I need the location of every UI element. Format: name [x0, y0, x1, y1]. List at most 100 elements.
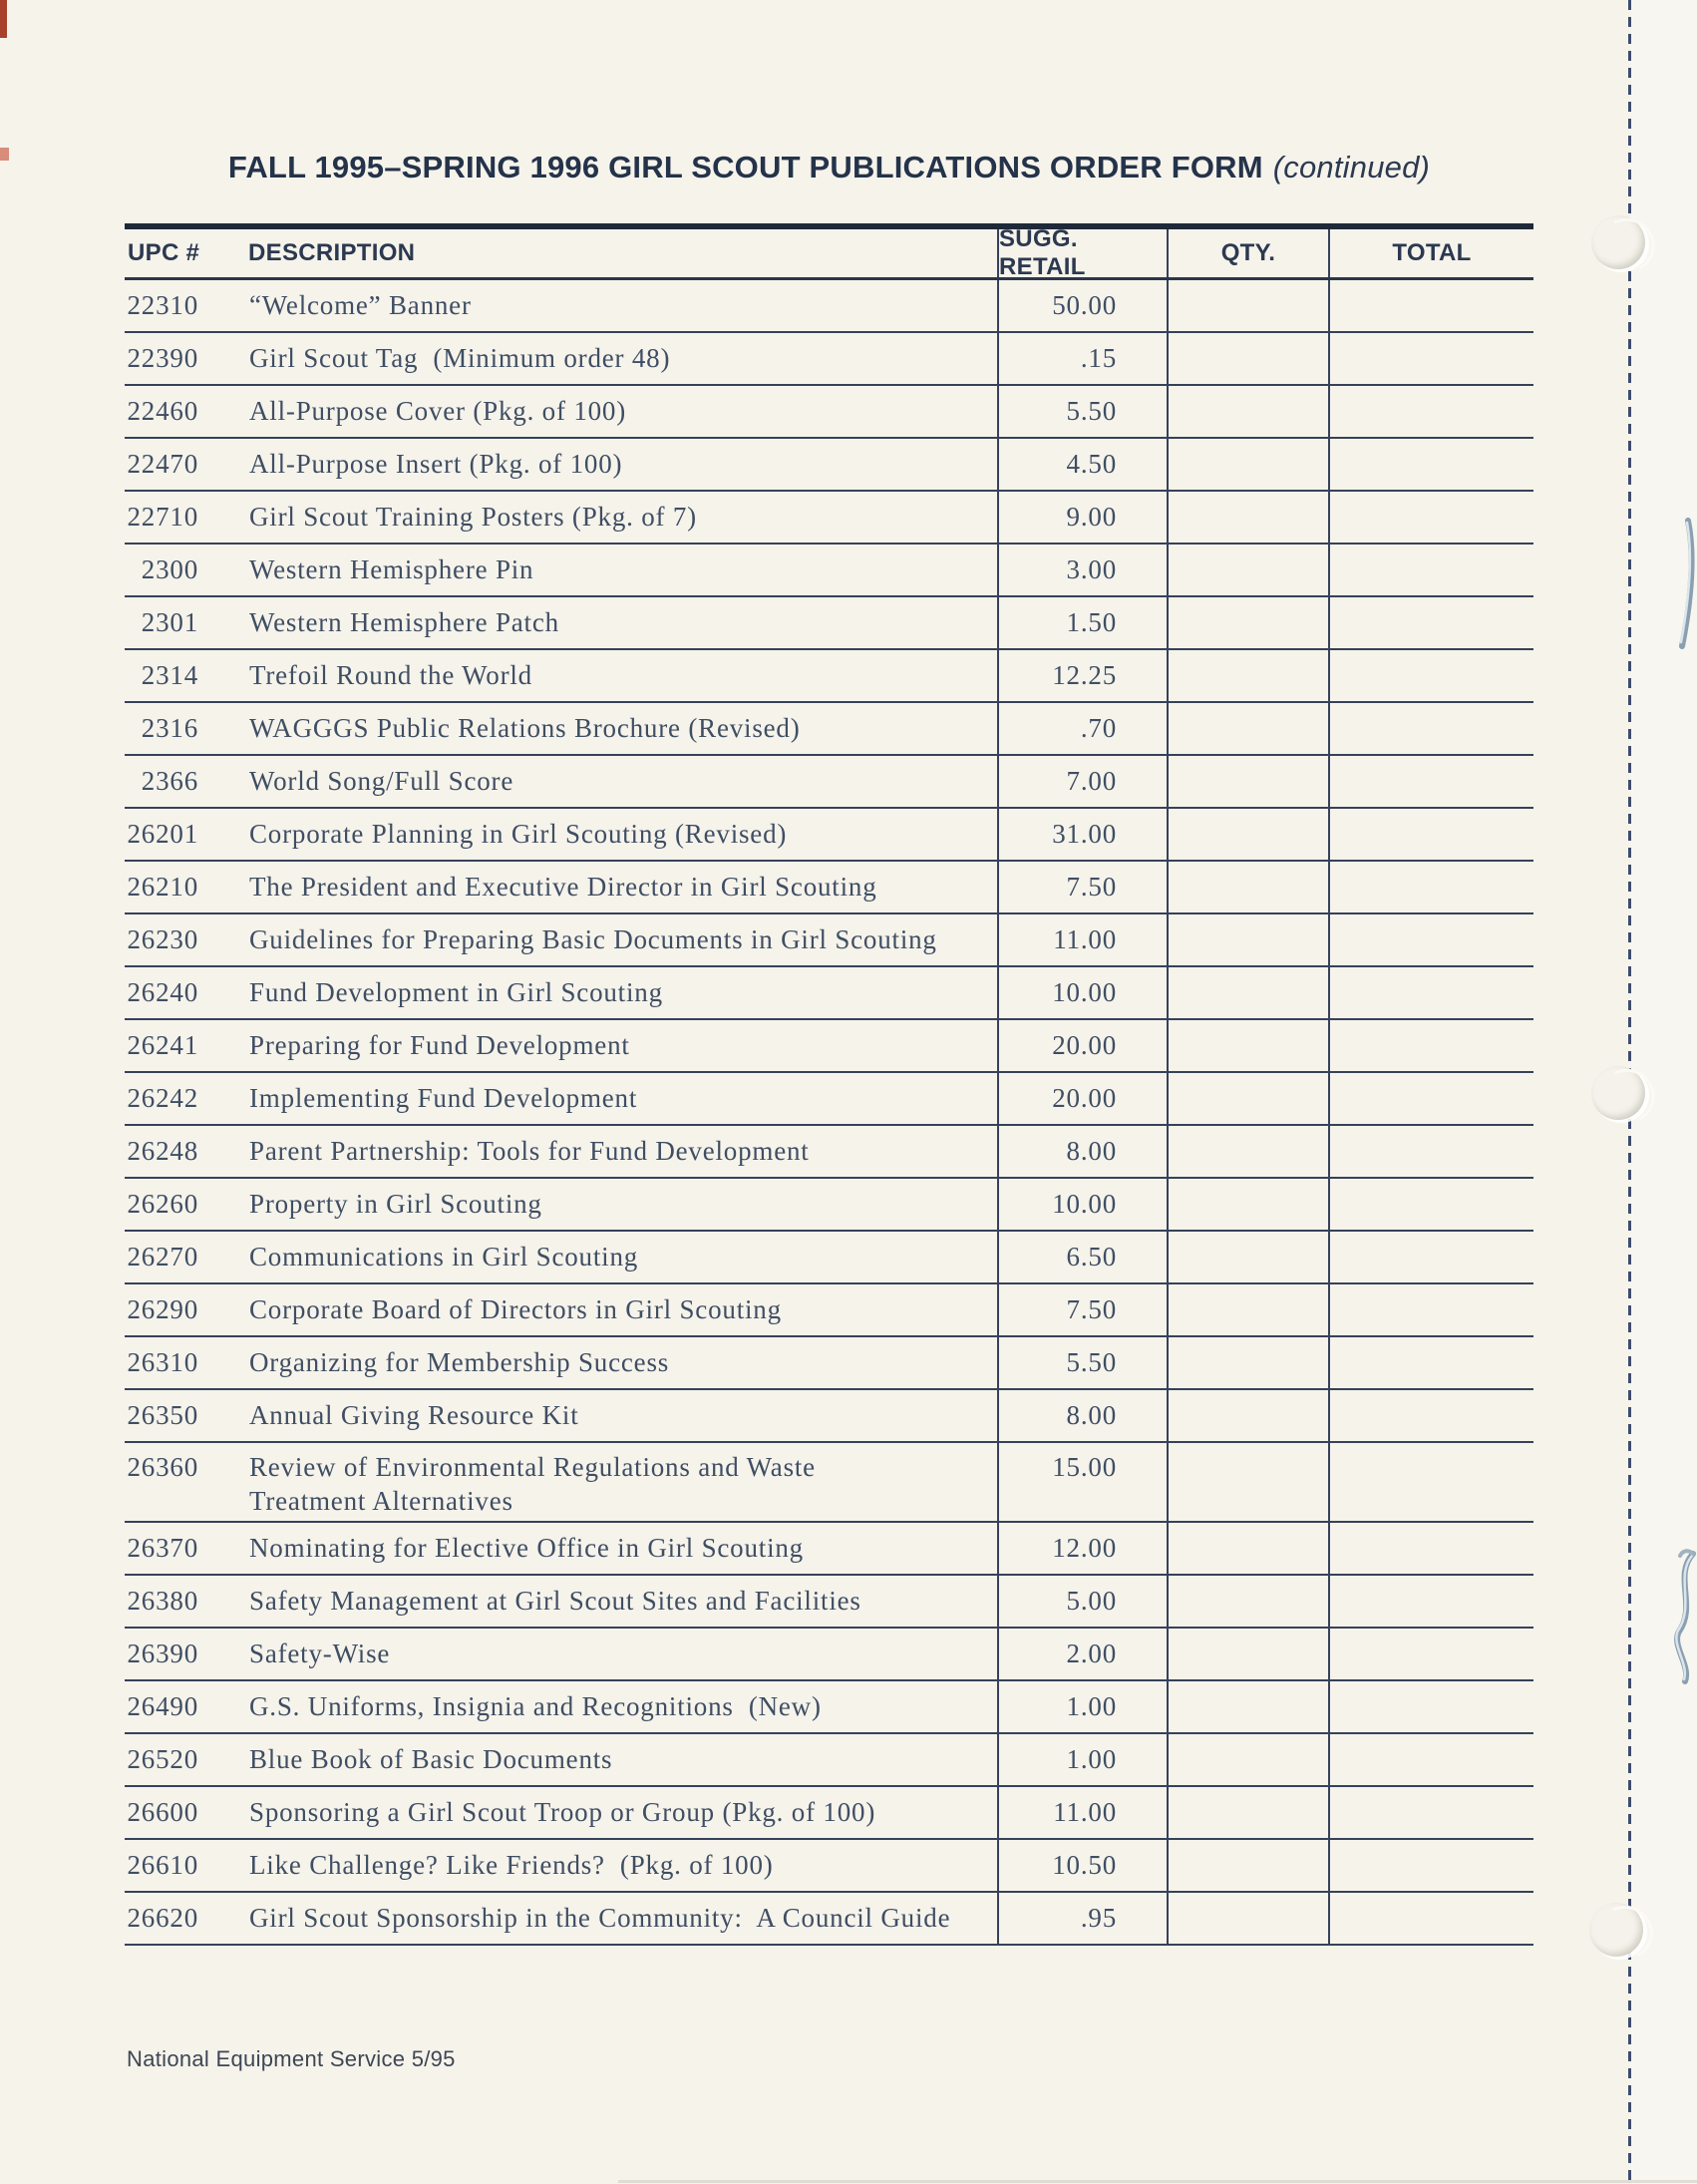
- description-cell: Western Hemisphere Pin: [249, 554, 534, 584]
- retail-cell: 7.00: [997, 756, 1167, 807]
- table-row: 26380 Safety Management at Girl Scout Si…: [125, 1576, 1533, 1629]
- qty-cell: [1167, 1073, 1328, 1124]
- qty-cell: [1167, 1179, 1328, 1230]
- retail-cell: 20.00: [997, 1020, 1167, 1071]
- upc-cell: 26230: [127, 924, 198, 954]
- description-cell: Property in Girl Scouting: [249, 1189, 542, 1219]
- description-cell: World Song/Full Score: [249, 766, 514, 796]
- table-body: 22310 “Welcome” Banner 50.00 22390 Girl …: [125, 280, 1533, 1946]
- qty-cell: [1167, 545, 1328, 595]
- table-row: 22470 All-Purpose Insert (Pkg. of 100) 4…: [125, 439, 1533, 492]
- upc-cell: 2314: [141, 660, 198, 690]
- description-cell: Annual Giving Resource Kit: [249, 1400, 579, 1430]
- total-cell: [1328, 1787, 1533, 1838]
- upc-cell: 26600: [127, 1797, 198, 1827]
- total-cell: [1328, 1576, 1533, 1627]
- description-cell: Safety-Wise: [249, 1638, 391, 1668]
- description-cell: WAGGGS Public Relations Brochure (Revise…: [249, 713, 801, 743]
- upc-cell: 26290: [127, 1294, 198, 1324]
- description-cell: Western Hemisphere Patch: [249, 607, 559, 637]
- upc-cell: 26610: [127, 1850, 198, 1880]
- upc-cell: 26242: [127, 1083, 198, 1113]
- table-row: 26520 Blue Book of Basic Documents 1.00: [125, 1734, 1533, 1787]
- upc-cell: 26241: [127, 1030, 198, 1060]
- upc-cell: 26620: [127, 1903, 198, 1933]
- retail-cell: 1.00: [997, 1681, 1167, 1732]
- qty-cell: [1167, 1284, 1328, 1335]
- table-row: 2301 Western Hemisphere Patch 1.50: [125, 597, 1533, 650]
- header-cell-sugg-retail: SUGG. RETAIL: [997, 225, 1167, 280]
- qty-cell: [1167, 809, 1328, 860]
- description-cell: The President and Executive Director in …: [249, 872, 877, 902]
- total-cell: [1328, 862, 1533, 912]
- retail-cell: 1.00: [997, 1734, 1167, 1785]
- description-cell: Girl Scout Training Posters (Pkg. of 7): [249, 502, 697, 532]
- description-cell: Preparing for Fund Development: [249, 1030, 630, 1060]
- upc-cell: 26350: [127, 1400, 198, 1430]
- qty-cell: [1167, 333, 1328, 384]
- page-title-suffix: (continued): [1272, 150, 1431, 184]
- total-cell: [1328, 1840, 1533, 1891]
- qty-cell: [1167, 1893, 1328, 1944]
- qty-cell: [1167, 492, 1328, 543]
- table-row: 26360 Review of Environmental Regulation…: [125, 1443, 1533, 1523]
- retail-cell: 31.00: [997, 809, 1167, 860]
- retail-cell: .95: [997, 1893, 1167, 1944]
- table-row: 26201 Corporate Planning in Girl Scoutin…: [125, 809, 1533, 862]
- description-cell: Girl Scout Sponsorship in the Community:…: [249, 1903, 951, 1933]
- header-cell-upc: UPC #: [128, 239, 200, 266]
- upc-cell: 22390: [127, 343, 198, 373]
- qty-cell: [1167, 1337, 1328, 1388]
- qty-cell: [1167, 1734, 1328, 1785]
- upc-cell: 26490: [127, 1691, 198, 1721]
- footer-text: National Equipment Service 5/95: [127, 2046, 456, 2071]
- retail-cell: 6.50: [997, 1232, 1167, 1282]
- total-cell: [1328, 650, 1533, 701]
- binder-hole: [1591, 1066, 1645, 1120]
- total-cell: [1328, 597, 1533, 648]
- total-cell: [1328, 545, 1533, 595]
- upc-cell: 26310: [127, 1347, 198, 1377]
- description-cell: Review of Environmental Regulations and …: [249, 1452, 816, 1516]
- upc-cell: 26380: [127, 1586, 198, 1616]
- total-cell: [1328, 1232, 1533, 1282]
- total-cell: [1328, 809, 1533, 860]
- retail-cell: 12.25: [997, 650, 1167, 701]
- retail-cell: 7.50: [997, 1284, 1167, 1335]
- header-cell-qty: QTY.: [1167, 229, 1328, 277]
- upc-cell: 22310: [127, 290, 198, 320]
- retail-cell: 1.50: [997, 597, 1167, 648]
- table-row: 26620 Girl Scout Sponsorship in the Comm…: [125, 1893, 1533, 1946]
- total-cell: [1328, 386, 1533, 437]
- qty-cell: [1167, 1126, 1328, 1177]
- table-row: 26260 Property in Girl Scouting 10.00: [125, 1179, 1533, 1232]
- page-title-main: FALL 1995–SPRING 1996 GIRL SCOUT PUBLICA…: [227, 150, 1263, 184]
- total-cell: [1328, 1443, 1533, 1521]
- table-row: 26241 Preparing for Fund Development 20.…: [125, 1020, 1533, 1073]
- total-cell: [1328, 1734, 1533, 1785]
- total-cell: [1328, 967, 1533, 1018]
- description-cell: Organizing for Membership Success: [249, 1347, 670, 1377]
- upc-cell: 22460: [127, 396, 198, 426]
- retail-cell: 8.00: [997, 1390, 1167, 1441]
- table-row: 26270 Communications in Girl Scouting 6.…: [125, 1232, 1533, 1284]
- table-row: 2366 World Song/Full Score 7.00: [125, 756, 1533, 809]
- upc-cell: 26240: [127, 977, 198, 1007]
- table-row: 26242 Implementing Fund Development 20.0…: [125, 1073, 1533, 1126]
- description-cell: G.S. Uniforms, Insignia and Recognitions…: [249, 1691, 822, 1721]
- table-row: 26600 Sponsoring a Girl Scout Troop or G…: [125, 1787, 1533, 1840]
- total-cell: [1328, 756, 1533, 807]
- table-row: 2300 Western Hemisphere Pin 3.00: [125, 545, 1533, 597]
- retail-cell: 3.00: [997, 545, 1167, 595]
- qty-cell: [1167, 1787, 1328, 1838]
- qty-cell: [1167, 1020, 1328, 1071]
- retail-cell: 11.00: [997, 914, 1167, 965]
- page-title: FALL 1995–SPRING 1996 GIRL SCOUT PUBLICA…: [125, 150, 1533, 185]
- total-cell: [1328, 1020, 1533, 1071]
- table-row: 22310 “Welcome” Banner 50.00: [125, 280, 1533, 333]
- retail-cell: 9.00: [997, 492, 1167, 543]
- total-cell: [1328, 492, 1533, 543]
- description-cell: Corporate Board of Directors in Girl Sco…: [249, 1294, 782, 1324]
- retail-cell: 2.00: [997, 1629, 1167, 1679]
- retail-cell: 10.50: [997, 1840, 1167, 1891]
